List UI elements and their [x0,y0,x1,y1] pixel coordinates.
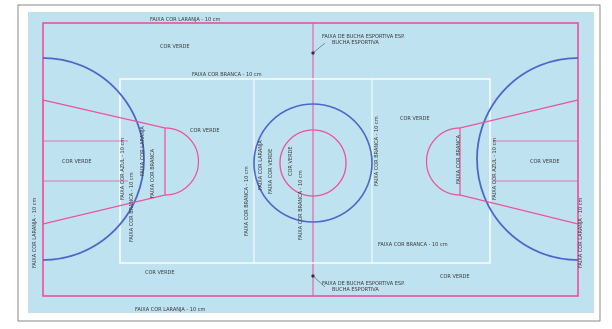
sport-strip-top-sublabel: BUCHA ESPORTIVA [332,40,379,46]
sport-strip-bottom-sublabel: BUCHA ESPORTIVA [332,287,379,293]
green-top-left-label: COR VERDE [160,44,190,50]
right-blue-strip-label: FAIXA COR AZUL - 10 cm [492,138,498,200]
left-key-white-label: FAIXA COR BRANCA [150,148,156,198]
green-center-right-label: COR VERDE [400,116,430,122]
center-circle-inner [279,129,347,197]
bottom-white-strip-label: FAIXA COR BRANCA - 10 cm [378,242,448,248]
bottom-orange-strip-label: FAIXA COR LARANJA - 10 cm [135,307,205,313]
sport-strip-bottom-label: FAIXA DE BUCHA ESPORTIVA ESP. [322,281,405,287]
center-line-strip-label: FAIXA COR BRANCA - 10 cm [298,170,304,240]
court-surface [28,12,594,313]
right-blue-arc [476,57,579,261]
sport-strip-top-label: FAIXA DE BUCHA ESPORTIVA ESP. [322,34,405,40]
left-free-throw-arc [164,127,200,196]
left-blue-arc [42,57,145,261]
top-white-strip-label: FAIXA COR BRANCA - 10 cm [192,72,262,78]
sport-strip-leader-bottom [312,275,326,288]
center-circle-outer [253,103,373,223]
right-orange-strip-label: FAIXA COR LARANJA - 10 cm [578,198,584,268]
right-free-throw-arc [425,127,461,196]
green-left-label: COR VERDE [62,159,92,165]
green-right-label: COR VERDE [530,159,560,165]
left-blue-strip-label: FAIXA COR AZUL - 10 cm [120,138,126,200]
green-center-left-label: COR VERDE [190,128,220,134]
right-key-white-label: FAIXA COR BRANCA [456,134,462,184]
left-key-orange-label: FAIXA COR LARANJA [140,126,146,176]
center-circle-orange-label: FAIXA COR LARANJA [258,140,264,190]
drawing-frame [17,4,601,322]
center-circle-strip-label: FAIXA COR VERDE [268,149,274,194]
green-bottom-left-label: COR VERDE [145,270,175,276]
white-inner-court [119,78,491,264]
left-white-strip-label-2: FAIXA COR BRANCA - 10 cm [244,166,250,236]
sport-strip-leader-top [312,42,326,54]
center-circle-fill-label: COR VERDE [288,146,294,176]
left-orange-strip-label: FAIXA COR LARANJA - 10 cm [32,198,38,268]
left-white-strip-label-1: FAIXA COR BRANCA - 10 cm [129,172,135,242]
right-white-strip-label-1: FAIXA COR BRANCA - 10 cm [374,116,380,186]
green-bottom-right-label: COR VERDE [440,274,470,280]
top-orange-strip-label: FAIXA COR LARANJA - 10 cm [150,17,220,23]
